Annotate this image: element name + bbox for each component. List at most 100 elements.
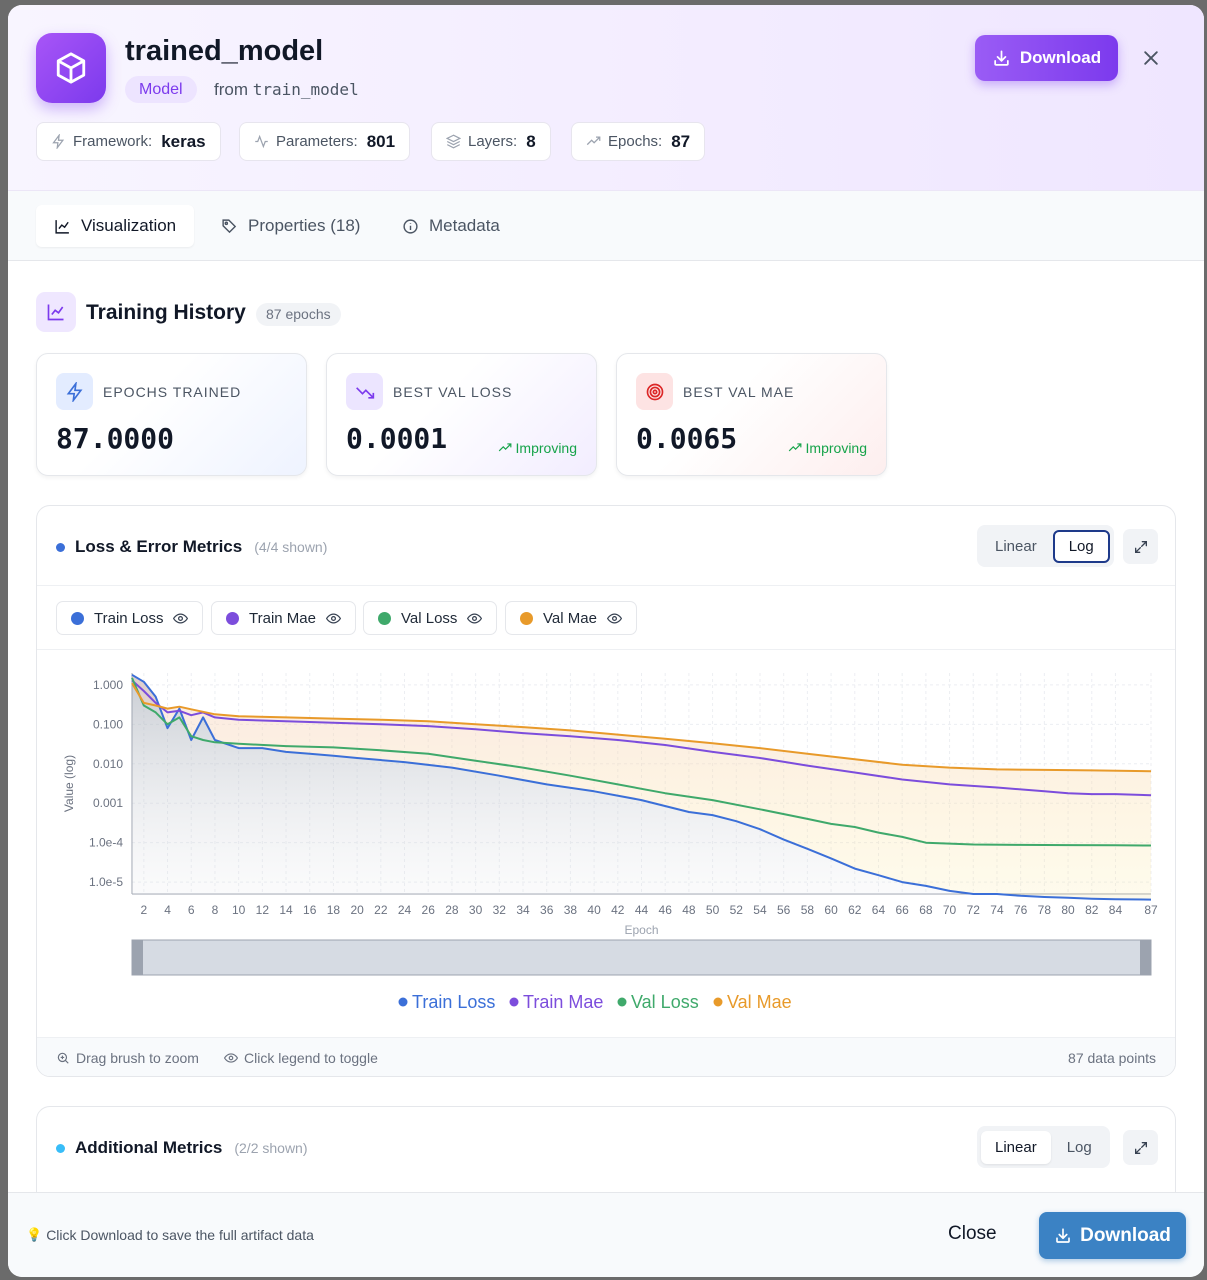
toggle-val-mae[interactable]: Val Mae [505,601,637,635]
chart-title-text: Additional Metrics [75,1138,223,1157]
legend-dot [398,997,408,1007]
series-dot [378,611,391,625]
metric-card-val-mae: BEST VAL MAE 0.0065 Improving [616,353,887,476]
x-tick-label: 58 [801,903,815,917]
y-axis-label: Value (log) [62,755,76,812]
series-label: Train Mae [249,609,316,627]
expand-icon[interactable] [1123,1130,1158,1165]
tag-icon [222,218,237,233]
y-tick-label: 0.010 [93,757,123,771]
stat-value: 8 [526,131,536,151]
chart-header: Loss & Error Metrics (4/4 shown) Linear … [37,506,1175,586]
tab-properties[interactable]: Properties (18) [203,205,378,247]
download-button[interactable]: Download [975,35,1118,81]
x-tick-label: 72 [967,903,981,917]
target-icon [636,373,673,410]
x-tick-label: 32 [493,903,507,917]
stat-label: Framework: [73,133,153,150]
metric-label: EPOCHS TRAINED [103,384,242,400]
x-tick-label: 70 [943,903,957,917]
metric-value: 0.0065 [636,422,738,455]
artifact-modal: trained_model Model from train_model Dow… [8,5,1204,1277]
scale-linear-button[interactable]: Linear [995,537,1037,555]
series-dot [71,611,84,625]
eye-icon [325,612,341,624]
download-icon [1056,1227,1070,1243]
toggle-val-loss[interactable]: Val Loss [363,601,498,635]
metric-card-val-loss: BEST VAL LOSS 0.0001 Improving [326,353,597,476]
visualization-panel: Training History 87 epochs EPOCHS TRAINE… [8,262,1204,1192]
activity-icon [255,134,268,149]
tab-visualization[interactable]: Visualization [36,205,195,247]
toggle-train-loss[interactable]: Train Loss [56,601,204,635]
eye-icon [606,612,622,624]
scale-linear-button[interactable]: Linear [981,1130,1051,1164]
val-mae-area [132,674,1151,900]
x-tick-label: 10 [232,903,246,917]
zoom-hint-text: Drag brush to zoom [76,1050,199,1066]
additional-metrics-card: Additional Metrics (2/2 shown) Linear Lo… [36,1106,1176,1192]
legend-dot [713,997,723,1007]
tab-label: Metadata [429,216,500,235]
toggle-train-mae[interactable]: Train Mae [211,601,356,635]
modal-header: trained_model Model from train_model Dow… [8,5,1204,191]
download-label: Download [1019,48,1102,67]
chart-shown-count: (4/4 shown) [254,539,328,555]
trending-down-icon [346,373,383,410]
scale-toggle: Linear Log [977,525,1114,567]
download-label: Download [1080,1224,1171,1246]
x-axis-label: Epoch [624,923,658,937]
x-tick-label: 52 [730,903,744,917]
chart-title-text: Loss & Error Metrics [75,537,243,556]
series-line-val-mae [131,682,1152,773]
expand-icon[interactable] [1123,529,1158,564]
x-tick-label: 12 [256,903,270,917]
series-line-train-loss [131,673,1152,901]
series-label: Val Loss [401,609,458,627]
y-tick-label: 1.0e-4 [89,836,123,850]
x-tick-label: 74 [990,903,1004,917]
chart-dot [56,1143,65,1153]
series-dot [226,611,239,625]
scale-log-button[interactable]: Log [1066,1138,1092,1156]
footer-download-button[interactable]: Download [1039,1212,1186,1259]
trend-label: Improving [805,440,867,456]
series-toggle-row: Train Loss Train Mae Val Loss Val Mae [37,586,1175,650]
x-tick-label: 18 [327,903,341,917]
epochs-badge: 87 epochs [256,303,341,326]
stat-value: 87 [671,131,691,151]
scale-log-button[interactable]: Log [1052,529,1110,563]
series-line-train-mae [131,679,1152,797]
brush-handle-right [1140,940,1151,975]
x-tick-label: 62 [848,903,862,917]
brush-handle-left [132,940,143,975]
legend-label: Val Loss [631,992,699,1012]
section-title: Training History [86,301,246,324]
x-tick-label: 50 [706,903,720,917]
stat-layers: Layers: 8 [431,122,551,161]
tab-metadata[interactable]: Metadata [384,205,518,247]
series-dot [520,611,533,625]
x-tick-label: 40 [587,903,601,917]
close-button[interactable]: Close [948,1223,997,1244]
x-tick-label: 4 [164,903,171,917]
zoom-hint: Drag brush to zoom [56,1050,199,1066]
zoom-in-icon [57,1052,69,1064]
trending-up-icon [498,443,511,452]
y-tick-label: 1.0e-5 [89,875,123,889]
metric-card-epochs: EPOCHS TRAINED 87.0000 [36,353,307,476]
close-icon[interactable] [1136,43,1166,73]
loss-chart-card: Loss & Error Metrics (4/4 shown) Linear … [36,505,1176,1077]
x-tick-label: 16 [303,903,317,917]
toggle-hint: Click legend to toggle [224,1050,378,1066]
brush-track [131,939,1152,976]
x-tick-label: 22 [374,903,388,917]
legend-dot [617,997,627,1007]
artifact-title: trained_model [125,35,324,67]
tabs-bar: Visualization Properties (18) Metadata [8,191,1204,261]
eye-icon [224,1053,238,1063]
chart-plot-area: 1.000 0.100 0.010 0.001 1.0e-4 1.0e-5 2 4 6 8 10 12… [37,651,1175,1037]
x-tick-label: 76 [1014,903,1028,917]
chart-title: Additional Metrics (2/2 shown) [56,1138,308,1158]
stat-value: keras [161,131,206,151]
